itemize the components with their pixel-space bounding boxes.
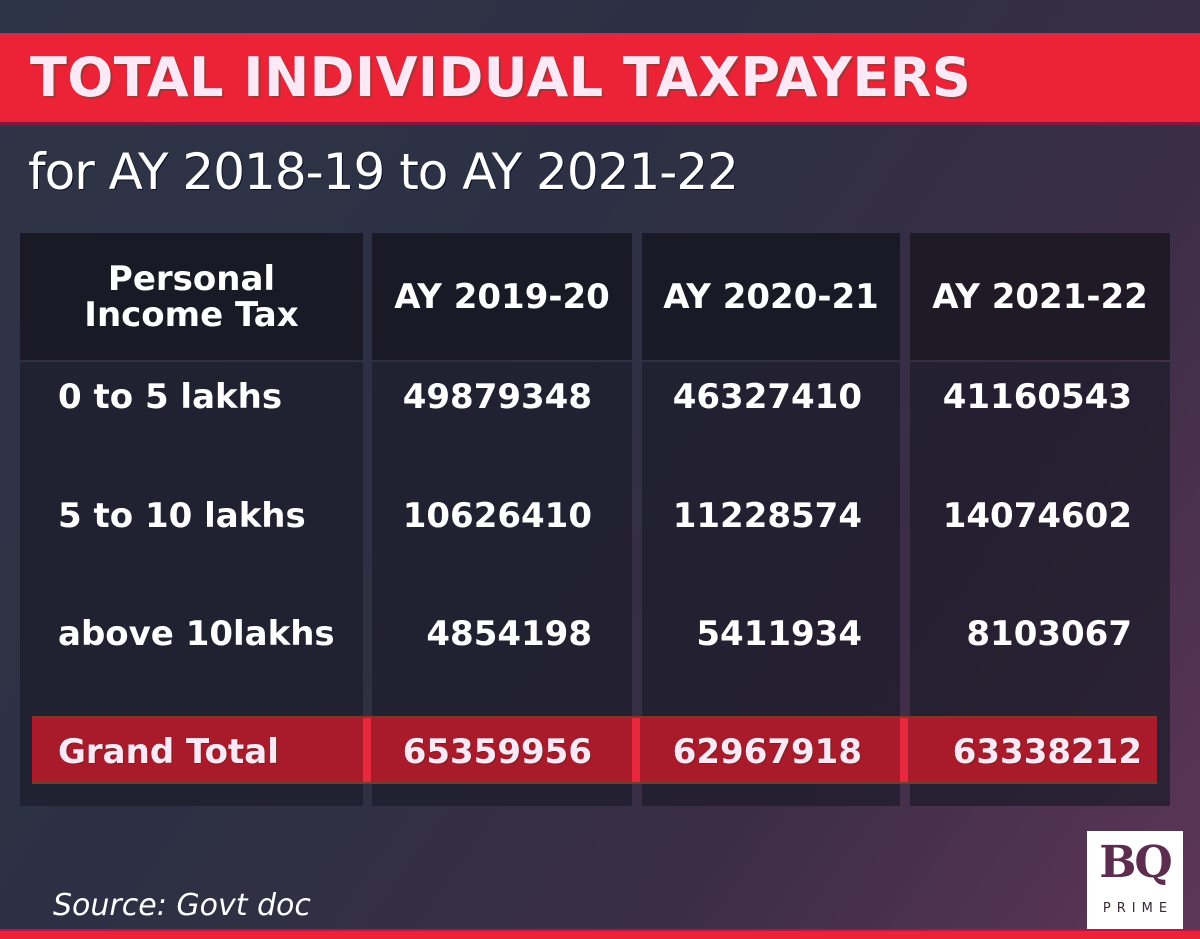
- table-cell: 49879348: [402, 377, 592, 417]
- row-label: 5 to 10 lakhs: [58, 496, 306, 536]
- bottom-accent-bar: [0, 929, 1200, 939]
- table-cell: 10626410: [402, 496, 592, 536]
- grand-total-label: Grand Total: [58, 732, 279, 772]
- page-subtitle: for AY 2018-19 to AY 2021-22: [28, 143, 739, 201]
- page-title: TOTAL INDIVIDUAL TAXPAYERS: [30, 46, 972, 109]
- column-header-line-1: Personal: [107, 258, 276, 299]
- table-cell: 4854198: [426, 614, 592, 654]
- logo-wordmark: PRIME: [1102, 901, 1174, 916]
- column-header-ay-2020-21: AY 2020-21: [642, 233, 900, 360]
- source-note: Source: Govt doc: [53, 888, 311, 923]
- table-cell: 11228574: [672, 496, 862, 536]
- logo-mark: BQ: [1099, 837, 1173, 888]
- column-divider: [632, 718, 640, 782]
- grand-total-value: 63338212: [952, 732, 1142, 772]
- table-cell: 5411934: [696, 614, 862, 654]
- table-cell: 14074602: [942, 496, 1132, 536]
- column-header-ay-2021-22: AY 2021-22: [910, 233, 1170, 360]
- bq-prime-logo: BQ PRIME: [1087, 831, 1183, 929]
- title-banner: [0, 33, 1200, 125]
- table-cell: 8103067: [966, 614, 1132, 654]
- column-divider: [363, 718, 371, 782]
- row-label: 0 to 5 lakhs: [58, 377, 283, 417]
- table-cell: 46327410: [672, 377, 862, 417]
- grand-total-value: 62967918: [672, 732, 862, 772]
- grand-total-value: 65359956: [402, 732, 592, 772]
- table-cell: 41160543: [942, 377, 1132, 417]
- column-divider: [900, 718, 908, 782]
- column-header-personal-income-tax: Personal Income Tax: [20, 233, 363, 360]
- column-ay-2021-22: AY 2021-22: [910, 233, 1170, 806]
- row-label: above 10lakhs: [58, 614, 335, 654]
- column-header-line-2: Income Tax: [84, 294, 299, 335]
- grand-total-row: [32, 716, 1157, 784]
- column-header-ay-2019-20: AY 2019-20: [372, 233, 632, 360]
